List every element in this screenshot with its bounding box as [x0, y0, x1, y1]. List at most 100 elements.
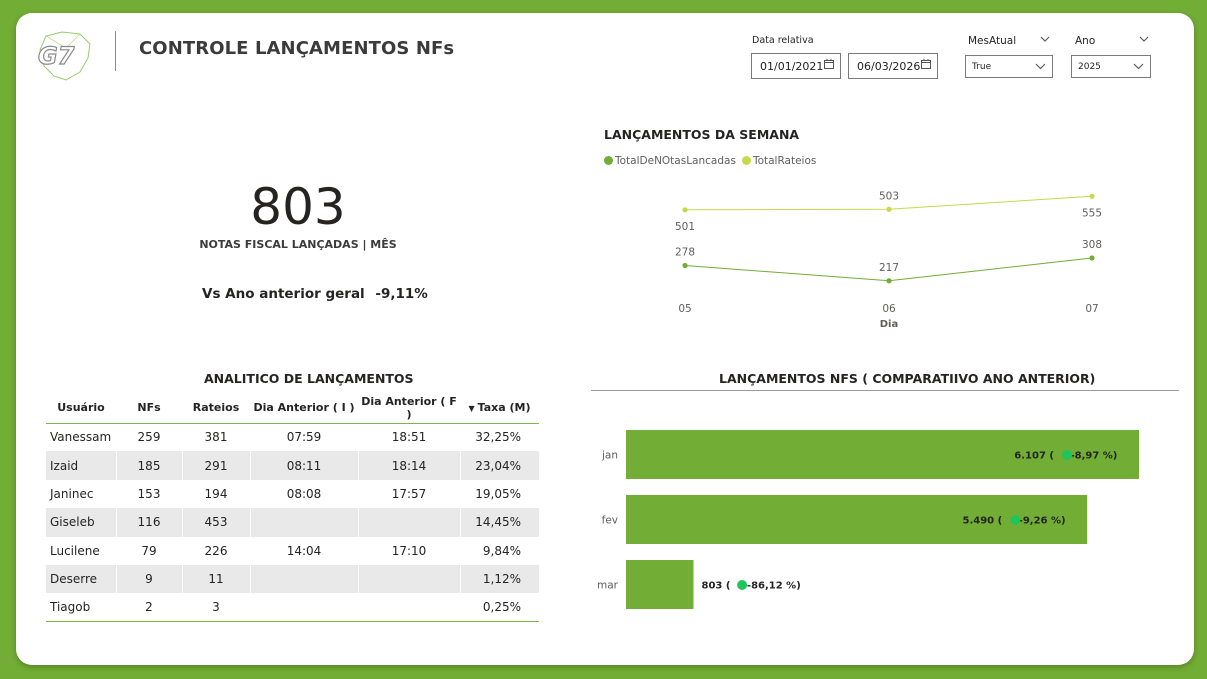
table-cell — [249, 564, 358, 594]
table-cell: 17:10 — [357, 536, 460, 565]
table-cell — [357, 564, 460, 594]
table-header-row: Usuário NFs Rateios Dia Anterior ( I ) D… — [46, 393, 539, 424]
table-cell: 291 — [181, 451, 250, 480]
table-cell: Giseleb — [46, 508, 116, 537]
table-cell: 194 — [181, 479, 250, 509]
column-header-taxa[interactable]: ▼ Taxa (M) — [460, 393, 539, 424]
date-end-value: 06/03/2026 — [857, 60, 921, 73]
table-cell: Izaid — [46, 451, 116, 480]
analytic-table-title: ANALITICO DE LANÇAMENTOS — [204, 371, 414, 386]
date-filter-label: Data relativa — [752, 35, 814, 46]
table-cell: 23,04% — [459, 451, 539, 480]
status-dot-icon — [1010, 515, 1021, 525]
table-cell: 153 — [115, 479, 182, 509]
month-dropdown-value: True — [972, 62, 992, 72]
table-cell: 08:11 — [249, 451, 358, 480]
data-point[interactable] — [682, 207, 688, 213]
table-cell: 9 — [115, 564, 182, 594]
x-tick-label: 05 — [678, 303, 691, 315]
data-point[interactable] — [886, 206, 892, 212]
data-point[interactable] — [682, 262, 688, 269]
weekly-line-chart[interactable]: 278 217 308 501 503 555 05 06 07 Dia — [590, 170, 1180, 340]
column-header-dia-anterior-i[interactable]: Dia Anterior ( I ) — [250, 393, 358, 424]
table-cell: 116 — [115, 508, 182, 537]
bar-mar[interactable] — [626, 560, 694, 609]
legend-label: TotalDeNOtasLancadas — [615, 155, 736, 167]
comparative-chart-divider — [591, 390, 1179, 391]
legend-item-notas[interactable]: TotalDeNOtasLancadas — [604, 155, 736, 167]
table-cell: 0,25% — [459, 593, 539, 623]
table-cell: 08:08 — [249, 479, 358, 509]
data-label: 308 — [1082, 239, 1102, 251]
column-header-taxa-label: Taxa (M) — [477, 401, 531, 415]
column-header-rateios[interactable]: Rateios — [182, 393, 250, 424]
table-row[interactable]: Tiagob 2 3 0,25% — [46, 593, 539, 623]
kpi-label: NOTAS FISCAL LANÇADAS | MÊS — [199, 238, 397, 251]
table-cell: 79 — [115, 536, 182, 565]
analytic-table: Usuário NFs Rateios Dia Anterior ( I ) D… — [46, 393, 539, 623]
table-row[interactable]: Janinec 153 194 08:08 17:57 19,05% — [46, 479, 539, 509]
table-cell: 2 — [115, 593, 182, 623]
company-logo: G7 — [37, 31, 91, 81]
data-label: 217 — [879, 262, 899, 274]
table-row[interactable]: Deserre 9 11 1,12% — [46, 564, 539, 594]
kpi-comparison-value: -9,11% — [375, 286, 428, 302]
year-filter-label: Ano — [1075, 35, 1096, 47]
comparative-chart-title: LANÇAMENTOS NFS ( COMPARATIIVO ANO ANTER… — [719, 371, 1096, 386]
year-dropdown[interactable]: 2025 — [1071, 55, 1151, 78]
x-axis-title: Dia — [880, 319, 898, 330]
date-start-input[interactable]: 01/01/2021 — [751, 53, 841, 79]
table-cell: Deserre — [46, 564, 116, 594]
chevron-down-icon[interactable] — [1139, 36, 1149, 43]
table-cell: 14:04 — [249, 536, 358, 565]
table-cell: 259 — [115, 423, 182, 452]
legend-item-rateios[interactable]: TotalRateios — [741, 155, 816, 167]
date-end-input[interactable]: 06/03/2026 — [848, 53, 938, 79]
chevron-down-icon[interactable] — [1040, 36, 1050, 43]
y-tick-label: mar — [597, 580, 619, 592]
data-point[interactable] — [1089, 255, 1095, 261]
table-cell: Janinec — [50, 486, 94, 501]
bar-data-label: 5.490 ( -9,26 %) — [963, 515, 1066, 527]
sort-descending-icon: ▼ — [468, 404, 475, 414]
data-point[interactable] — [886, 278, 892, 284]
bar-value: 5.490 ( — [963, 516, 1006, 527]
table-cell: 453 — [181, 508, 250, 537]
month-dropdown[interactable]: True — [965, 55, 1053, 78]
y-tick-label: jan — [601, 450, 618, 462]
calendar-icon[interactable] — [921, 59, 931, 69]
data-label: 555 — [1082, 207, 1102, 219]
table-row[interactable]: Vanessam 259 381 07:59 18:51 32,25% — [46, 423, 539, 452]
data-point[interactable] — [1089, 193, 1095, 199]
data-label: 501 — [675, 221, 695, 233]
table-row[interactable]: Giseleb 116 453 14,45% — [46, 508, 539, 537]
year-dropdown-value: 2025 — [1078, 62, 1101, 72]
data-label: 503 — [879, 190, 899, 202]
bar-change: -9,26 %) — [1019, 516, 1066, 527]
bar-value: 6.107 ( — [1014, 451, 1057, 462]
table-cell: Tiagob — [46, 593, 116, 623]
column-header-nfs[interactable]: NFs — [116, 393, 182, 424]
table-row[interactable]: Izaid 185 291 08:11 18:14 23,04% — [46, 451, 539, 480]
table-cell: 11 — [181, 564, 250, 594]
comparative-bar-chart[interactable]: jan 6.107 ( -8,97 %) fev 5.490 ( -9,26 %) ma… — [590, 420, 1180, 620]
table-cell: 17:57 — [357, 479, 460, 509]
table-cell: 07:59 — [249, 423, 358, 452]
table-cell: 9,84% — [459, 536, 539, 565]
bar-value-label: 6.107 ( -8,97 %) — [1014, 451, 1117, 462]
calendar-icon[interactable] — [824, 59, 834, 69]
table-cell: 1,12% — [459, 564, 539, 594]
bar-jan[interactable] — [626, 430, 1139, 479]
table-cell — [249, 593, 358, 623]
table-cell — [357, 508, 460, 537]
status-dot-icon — [737, 580, 748, 590]
x-tick-label: 07 — [1085, 303, 1098, 315]
weekly-chart-title: LANÇAMENTOS DA SEMANA — [604, 127, 800, 142]
table-row[interactable]: Lucilene 79 226 14:04 17:10 9,84% — [46, 536, 539, 565]
date-start-value: 01/01/2021 — [760, 60, 824, 73]
table-cell: 18:51 — [357, 423, 460, 452]
table-cell — [249, 508, 358, 537]
column-header-dia-anterior-f[interactable]: Dia Anterior ( F ) — [358, 393, 460, 424]
bar-change: -8,97 %) — [1070, 451, 1117, 462]
column-header-usuario[interactable]: Usuário — [46, 393, 116, 424]
